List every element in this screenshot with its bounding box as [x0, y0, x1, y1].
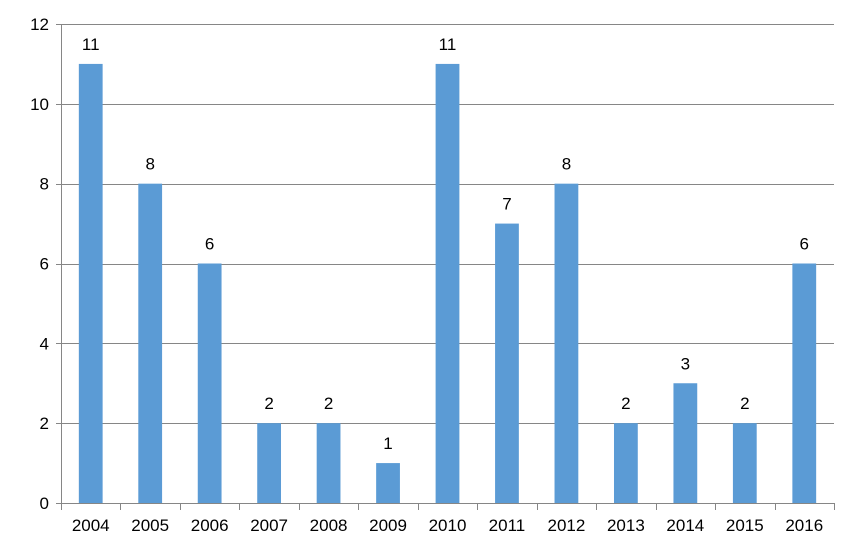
y-tick-label: 2: [40, 414, 49, 433]
axes: [56, 24, 835, 510]
data-label: 2: [740, 394, 749, 413]
x-tick-label: 2006: [191, 516, 229, 535]
bar: [673, 383, 698, 503]
bar: [613, 423, 638, 503]
bar: [316, 423, 341, 503]
bars: [78, 63, 817, 504]
bar: [435, 63, 460, 504]
y-tick-label: 0: [40, 494, 49, 513]
x-tick-label: 2009: [369, 516, 407, 535]
data-label: 8: [145, 155, 154, 174]
bar: [78, 63, 103, 504]
bar: [495, 223, 519, 504]
x-tick-label: 2004: [72, 516, 110, 535]
y-tick-label: 4: [40, 334, 49, 353]
x-tick-label: 2010: [429, 516, 467, 535]
bar: [257, 423, 282, 503]
data-label: 2: [264, 394, 273, 413]
y-tick-label: 8: [40, 175, 49, 194]
y-tick-label: 10: [30, 95, 49, 114]
data-label: 11: [439, 35, 457, 54]
bar: [376, 463, 400, 503]
x-tick-labels: 2004 2005 2006 2007 2008 2009 2010 2011 2012 2013…: [72, 516, 823, 535]
x-tick-label: 2016: [785, 516, 823, 535]
x-tick-label: 2014: [666, 516, 704, 535]
data-label: 8: [562, 155, 571, 174]
bar: [138, 183, 163, 503]
data-label: 2: [324, 394, 333, 413]
y-tick-label: 6: [40, 255, 49, 274]
data-label: 3: [681, 354, 690, 373]
x-tick-label: 2011: [489, 516, 526, 535]
data-label: 7: [502, 195, 511, 214]
data-label: 2: [621, 394, 630, 413]
data-label: 6: [205, 235, 214, 254]
bar: [197, 263, 222, 503]
bar: [554, 183, 579, 503]
data-label: 6: [800, 235, 809, 254]
x-tick-label: 2008: [310, 516, 348, 535]
x-tick-label: 2015: [726, 516, 764, 535]
y-tick-labels: 0 2 4 6 8 10 12: [30, 15, 49, 513]
x-tick-label: 2005: [131, 516, 169, 535]
data-label: 1: [383, 434, 392, 453]
x-tick-label: 2012: [548, 516, 586, 535]
x-tick-label: 2013: [607, 516, 645, 535]
x-tick-label: 2007: [250, 516, 288, 535]
data-label: 11: [82, 35, 100, 54]
bar: [732, 423, 757, 503]
bar: [792, 263, 817, 503]
y-tick-label: 12: [30, 15, 49, 34]
